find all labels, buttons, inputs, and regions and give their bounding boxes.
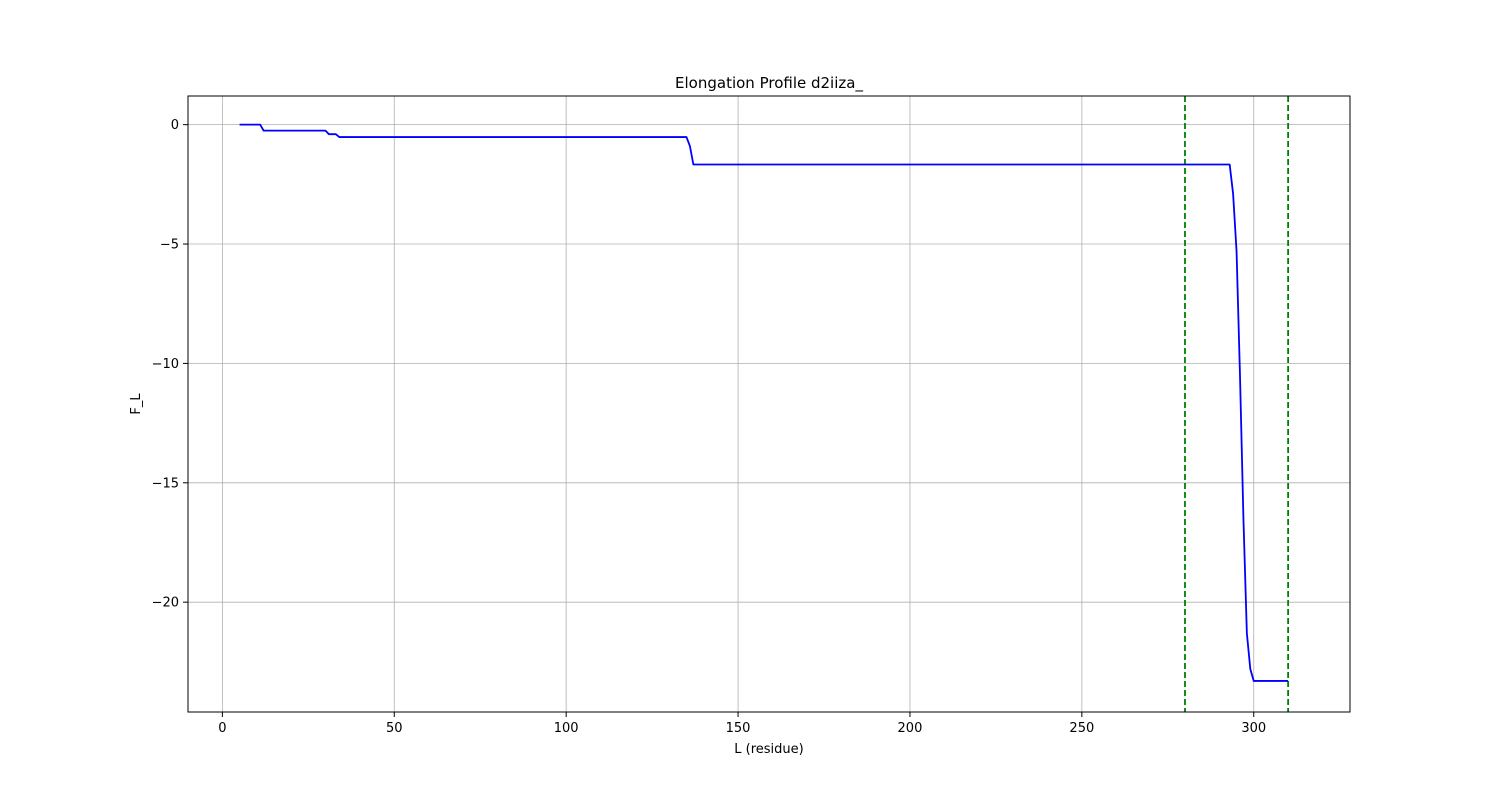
x-tick-label: 250 bbox=[1069, 721, 1094, 736]
y-tick-label: −5 bbox=[160, 238, 179, 253]
series-line bbox=[239, 123, 1289, 682]
x-tick-label: 100 bbox=[554, 721, 579, 736]
x-tick-label: 50 bbox=[386, 721, 403, 736]
series-layer bbox=[239, 123, 1289, 682]
x-tick-label: 0 bbox=[218, 721, 226, 736]
x-tick-label: 150 bbox=[726, 721, 751, 736]
x-tick-label: 300 bbox=[1241, 721, 1266, 736]
x-tick-label: 200 bbox=[898, 721, 923, 736]
x-axis-label: L (residue) bbox=[734, 742, 803, 757]
y-tick-label: −10 bbox=[152, 357, 179, 372]
plot-frame bbox=[187, 95, 1351, 713]
y-tick-label: 0 bbox=[171, 118, 179, 133]
y-tick-label: −15 bbox=[152, 476, 179, 491]
y-axis-label: F_L bbox=[129, 393, 144, 415]
ticks: 0 50 100 150 200 250 300 0 −5 −10 −15 −20 bbox=[152, 118, 1267, 736]
chart-title: Elongation Profile d2iiza_ bbox=[675, 74, 863, 93]
grid bbox=[188, 96, 1350, 712]
vertical-markers bbox=[1184, 96, 1290, 712]
y-tick-label: −20 bbox=[152, 596, 179, 611]
